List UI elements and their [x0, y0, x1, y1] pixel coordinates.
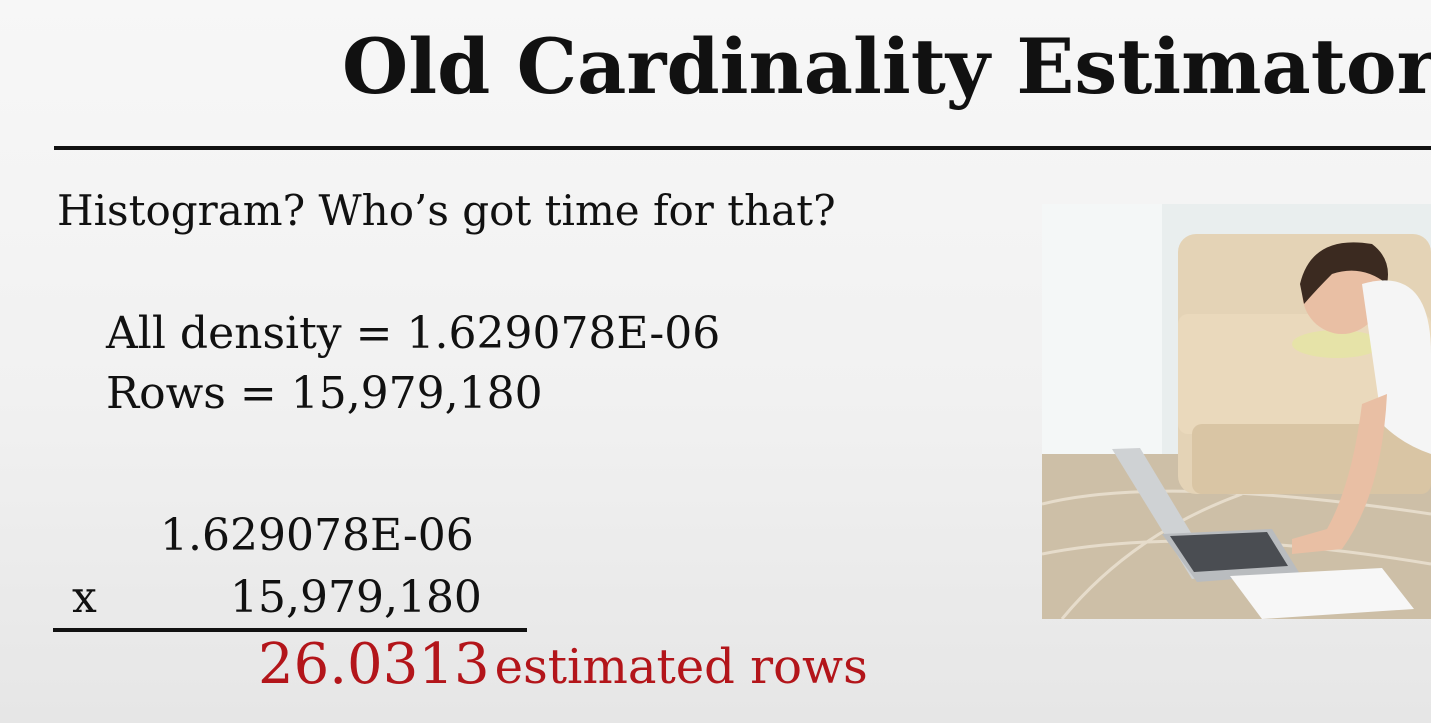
title-divider — [54, 146, 1431, 150]
slide-subtitle: Histogram? Who’s got time for that? — [57, 186, 836, 235]
result-label: estimated rows — [494, 639, 868, 695]
calc-operator: x — [72, 572, 97, 623]
lazy-person-photo — [1042, 204, 1431, 619]
calc-divider — [53, 628, 527, 632]
slide-title: Old Cardinality Estimator — [342, 22, 1431, 111]
calc-result: 26.0313 estimated rows — [258, 632, 868, 697]
density-line: All density = 1.629078E-06 — [106, 308, 721, 359]
calc-top-operand: 1.629078E-06 — [160, 510, 474, 561]
result-value: 26.0313 — [258, 632, 490, 697]
rows-line: Rows = 15,979,180 — [106, 368, 543, 419]
calc-bottom-operand: 15,979,180 — [230, 572, 482, 623]
